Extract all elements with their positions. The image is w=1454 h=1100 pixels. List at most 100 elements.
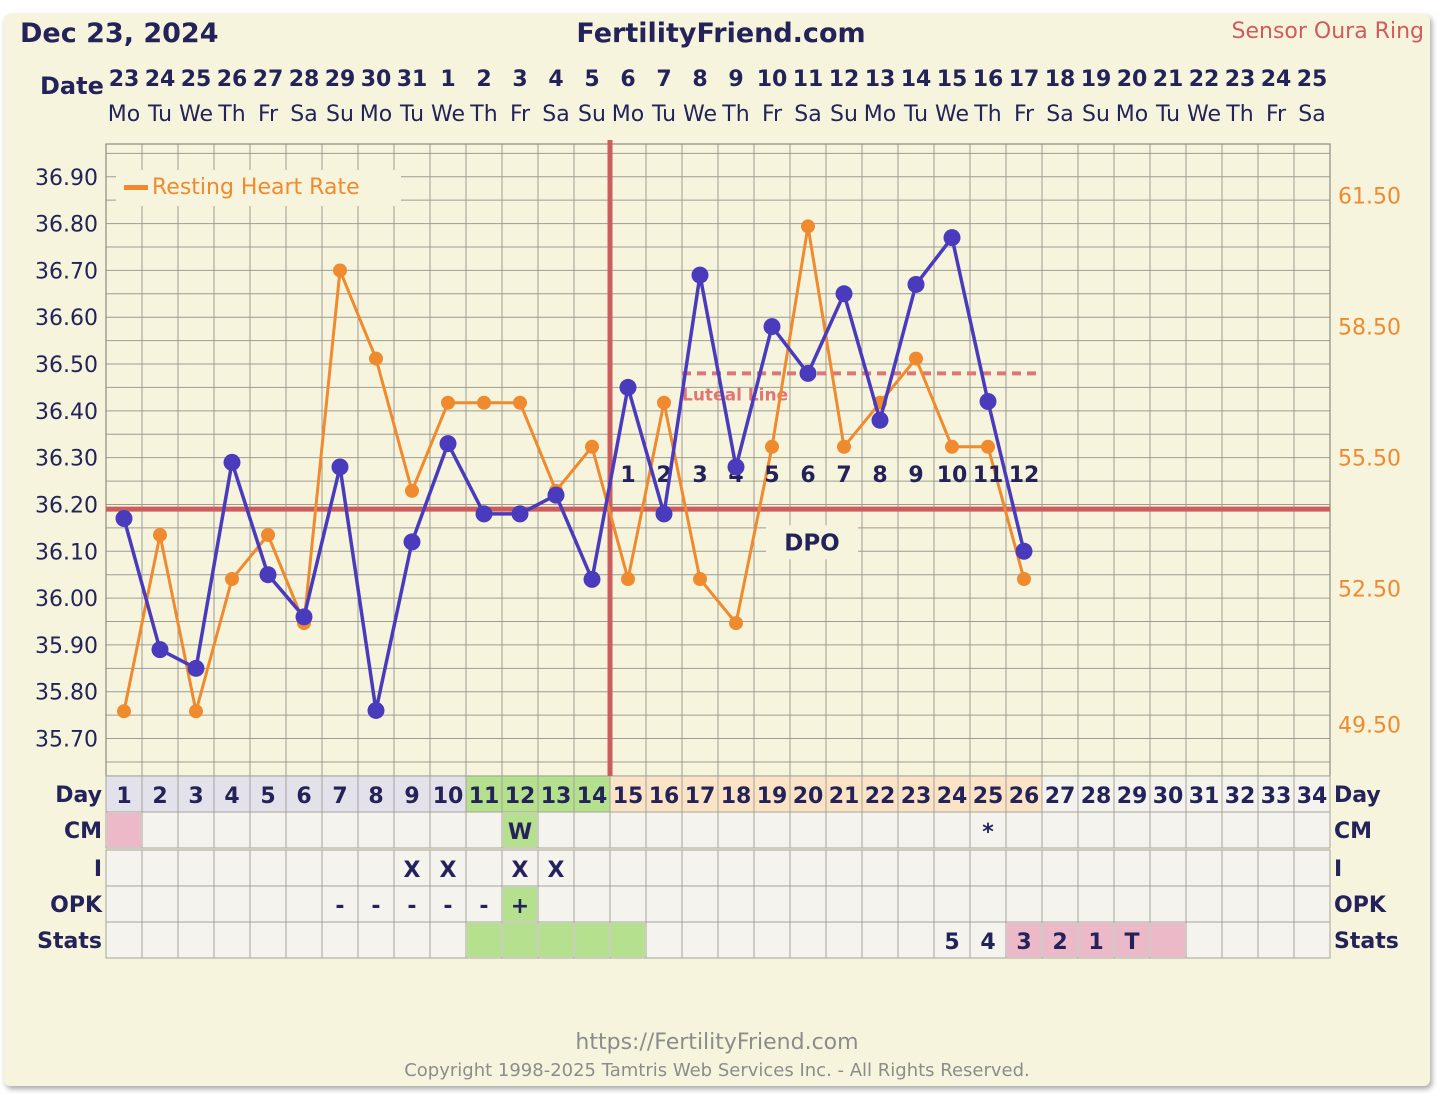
stats-row-cell <box>1221 921 1259 959</box>
stats-highlight <box>575 923 609 957</box>
sensor-label: Sensor Oura Ring <box>1232 19 1425 44</box>
date-number: 13 <box>865 67 896 92</box>
intercourse-row-cell <box>285 849 323 887</box>
temperature-tick-label: 36.20 <box>35 493 98 518</box>
cm-row-cell <box>465 811 503 849</box>
temperature-point <box>403 533 421 551</box>
weekday-label: Mo <box>864 102 896 127</box>
temperature-point <box>583 570 601 588</box>
opk-row-cell <box>825 885 863 923</box>
weekday-label: Mo <box>360 102 392 127</box>
dpo-number: 11 <box>973 463 1004 488</box>
dpo-number: 5 <box>764 463 779 488</box>
date-number: 9 <box>728 67 743 92</box>
intercourse-row-cell <box>573 849 611 887</box>
day-number: 15 <box>613 784 644 809</box>
intercourse-value: X <box>548 858 565 883</box>
stats-value: T <box>1124 930 1139 955</box>
footer-url[interactable]: https://FertilityFriend.com <box>575 1030 858 1055</box>
intercourse-row-cell <box>1041 849 1079 887</box>
intercourse-row-cell <box>861 849 899 887</box>
day-number: 16 <box>649 784 680 809</box>
weekday-label: Su <box>326 102 354 127</box>
heart-rate-point <box>729 616 743 631</box>
stats-row-cell <box>1185 921 1223 959</box>
cm-row-cell <box>285 811 323 849</box>
temperature-point <box>223 453 241 471</box>
cm-row-cell <box>1113 811 1151 849</box>
intercourse-row-label-right: I <box>1334 857 1342 882</box>
heart-rate-point <box>801 219 815 234</box>
stats-row-cell <box>249 921 287 959</box>
date-row-label: Date <box>40 72 104 100</box>
stats-row-cell <box>645 921 683 959</box>
day-number: 29 <box>1117 784 1148 809</box>
temperature-point <box>367 701 385 719</box>
day-number: 14 <box>577 784 608 809</box>
stats-row-cell <box>681 921 719 959</box>
stats-highlight <box>1043 923 1077 957</box>
intercourse-value: X <box>512 858 529 883</box>
heart-rate-tick-label: 58.50 <box>1338 316 1401 341</box>
day-number: 9 <box>404 784 419 809</box>
cm-row-cell <box>789 811 827 849</box>
stats-row-label-right: Stats <box>1334 929 1399 954</box>
opk-row-cell <box>1113 885 1151 923</box>
day-number: 21 <box>829 784 860 809</box>
cm-row-label-left: CM <box>64 819 102 844</box>
weekday-label: Sa <box>542 102 569 127</box>
temperature-tick-label: 36.90 <box>35 166 98 191</box>
date-number: 16 <box>973 67 1004 92</box>
stats-row-cell <box>213 921 251 959</box>
opk-row-label-left: OPK <box>50 893 103 918</box>
day-row-cell <box>753 775 791 813</box>
heart-rate-point <box>369 351 383 366</box>
opk-row-cell <box>1293 885 1331 923</box>
intercourse-value: X <box>404 858 421 883</box>
opk-value: - <box>443 894 452 919</box>
weekday-label: Mo <box>612 102 644 127</box>
weekday-label: Th <box>721 102 749 127</box>
site-title[interactable]: FertilityFriend.com <box>576 18 865 49</box>
cm-row-cell <box>249 811 287 849</box>
date-number: 25 <box>181 67 212 92</box>
intercourse-row-cell <box>825 849 863 887</box>
cm-row-cell <box>717 811 755 849</box>
day-row-cell <box>177 775 215 813</box>
stats-highlight <box>467 923 501 957</box>
cm-row-cell <box>321 811 359 849</box>
day-number: 6 <box>296 784 311 809</box>
stats-value: 2 <box>1052 930 1067 955</box>
weekday-label: Tu <box>651 102 676 127</box>
weekday-label: Fr <box>1266 102 1287 127</box>
heart-rate-tick-label: 49.50 <box>1338 714 1401 739</box>
cm-row-cell <box>681 811 719 849</box>
cm-row-cell <box>897 811 935 849</box>
temperature-tick-label: 35.90 <box>35 634 98 659</box>
stats-highlight <box>1151 923 1185 957</box>
temperature-tick-label: 35.80 <box>35 681 98 706</box>
date-number: 23 <box>1225 67 1256 92</box>
opk-value: + <box>511 894 529 919</box>
luteal-line-label: Luteal Line <box>682 385 788 405</box>
opk-row-cell <box>213 885 251 923</box>
weekday-label: Fr <box>510 102 531 127</box>
cm-row-cell <box>1221 811 1259 849</box>
stats-highlight <box>611 923 645 957</box>
grid: 23Mo24Tu25We26Th27Fr28Sa29Su30Mo31Tu1We2… <box>35 67 1401 777</box>
weekday-label: We <box>1187 102 1221 127</box>
opk-row-cell <box>1041 885 1079 923</box>
stats-highlight <box>1007 923 1041 957</box>
temperature-tick-label: 36.80 <box>35 213 98 238</box>
temperature-point <box>115 510 133 528</box>
intercourse-row-cell <box>609 849 647 887</box>
stats-row-cell <box>933 921 971 959</box>
stats-value: 3 <box>1016 930 1031 955</box>
intercourse-row-cell <box>717 849 755 887</box>
fertility-chart: 23Mo24Tu25We26Th27Fr28Sa29Su30Mo31Tu1We2… <box>20 18 1425 1081</box>
day-number: 30 <box>1153 784 1184 809</box>
date-number: 28 <box>289 67 320 92</box>
weekday-label: Mo <box>108 102 140 127</box>
day-row-cell <box>357 775 395 813</box>
intercourse-row-cell <box>465 849 503 887</box>
